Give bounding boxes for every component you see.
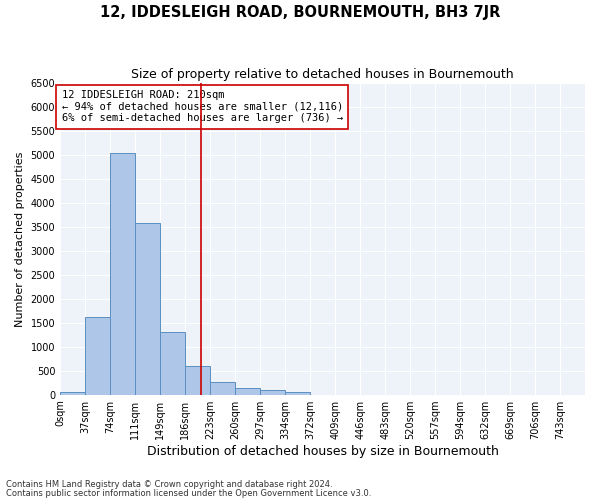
Bar	[160, 332, 185, 394]
Bar	[135, 223, 160, 394]
Bar	[110, 152, 135, 394]
Bar	[60, 392, 85, 394]
X-axis label: Distribution of detached houses by size in Bournemouth: Distribution of detached houses by size …	[146, 444, 499, 458]
Bar	[235, 388, 260, 394]
Bar	[285, 392, 310, 394]
Text: 12, IDDESLEIGH ROAD, BOURNEMOUTH, BH3 7JR: 12, IDDESLEIGH ROAD, BOURNEMOUTH, BH3 7J…	[100, 5, 500, 20]
Title: Size of property relative to detached houses in Bournemouth: Size of property relative to detached ho…	[131, 68, 514, 80]
Bar	[260, 390, 285, 394]
Text: Contains HM Land Registry data © Crown copyright and database right 2024.: Contains HM Land Registry data © Crown c…	[6, 480, 332, 489]
Bar	[85, 317, 110, 394]
Text: 12 IDDESLEIGH ROAD: 210sqm
← 94% of detached houses are smaller (12,116)
6% of s: 12 IDDESLEIGH ROAD: 210sqm ← 94% of deta…	[62, 90, 343, 124]
Bar	[210, 382, 235, 394]
Y-axis label: Number of detached properties: Number of detached properties	[15, 151, 25, 326]
Text: Contains public sector information licensed under the Open Government Licence v3: Contains public sector information licen…	[6, 489, 371, 498]
Bar	[185, 366, 210, 394]
